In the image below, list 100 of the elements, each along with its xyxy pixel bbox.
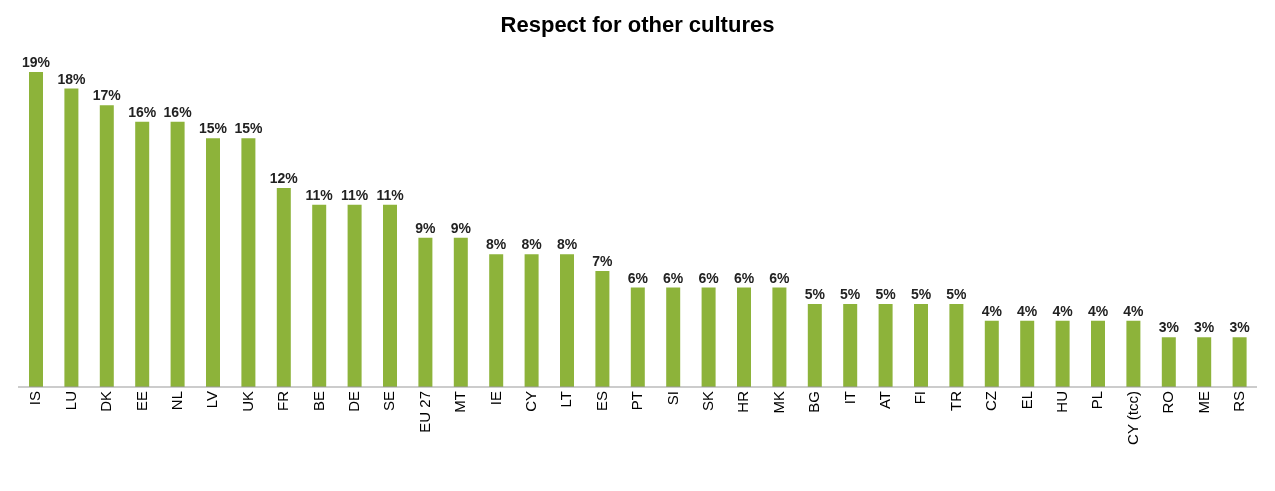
bar: [1197, 337, 1212, 387]
bar: [64, 88, 79, 387]
bar: [276, 188, 291, 387]
data-label: 4%: [1052, 302, 1074, 319]
data-label: 16%: [163, 103, 193, 120]
data-label: 5%: [840, 286, 861, 303]
x-tick-label: IT: [840, 391, 858, 405]
data-label: 8%: [486, 236, 507, 253]
x-tick-label: AT: [875, 391, 893, 410]
x-tick-label: ME: [1194, 391, 1212, 414]
bar: [1161, 337, 1176, 387]
data-label: 5%: [910, 286, 932, 303]
data-label: 8%: [556, 236, 578, 253]
bar: [418, 237, 433, 387]
x-tick-label: IS: [26, 391, 44, 406]
data-label: 5%: [875, 286, 897, 303]
x-tick-label: LV: [203, 391, 221, 409]
x-tick-label: HR: [734, 390, 752, 413]
bar: [737, 287, 751, 387]
bar: [666, 287, 681, 387]
x-tick-label: DE: [344, 391, 362, 412]
bar: [878, 304, 893, 387]
data-label: 18%: [57, 70, 86, 87]
x-tick-label: UK: [238, 391, 256, 412]
data-label: 9%: [450, 219, 472, 236]
data-label: 11%: [305, 186, 334, 203]
data-label: 5%: [804, 286, 826, 303]
x-tick-label: CY: [521, 391, 539, 412]
x-tick-label: LT: [557, 391, 575, 408]
x-tick-label: ES: [592, 391, 610, 412]
x-tick-label: CY (tcc): [1123, 391, 1141, 445]
data-label: 3%: [1158, 319, 1180, 336]
bar: [595, 270, 610, 387]
data-label: 11%: [340, 186, 369, 203]
data-label: 6%: [769, 269, 791, 286]
x-tick-label: BG: [805, 391, 823, 413]
x-tick-label: CZ: [982, 391, 1000, 411]
x-tick-label: PT: [628, 391, 646, 411]
x-tick-label: EE: [132, 391, 150, 412]
x-tick-label: LU: [61, 391, 79, 411]
data-label: 4%: [1123, 302, 1145, 319]
bar: [453, 237, 468, 387]
bar: [1020, 320, 1035, 387]
bar: [772, 287, 787, 387]
x-tick-label: SI: [663, 391, 681, 406]
bar: [241, 138, 256, 387]
bar: [914, 304, 928, 387]
data-label: 7%: [592, 252, 614, 269]
data-label: 6%: [733, 269, 755, 286]
bar: [560, 254, 574, 387]
chart-title: Respect for other cultures: [499, 11, 776, 39]
x-tick-label: BE: [309, 391, 327, 412]
x-tick-label: RS: [1229, 391, 1247, 412]
data-label: 19%: [21, 54, 51, 70]
x-tick-label: FI: [911, 391, 929, 405]
bar: [701, 287, 716, 387]
bar: [206, 138, 220, 387]
x-tick-label: EU 27: [415, 391, 433, 433]
bar: [524, 254, 539, 387]
bar: [1126, 320, 1141, 387]
data-label: 12%: [269, 170, 299, 187]
bar: [984, 320, 999, 387]
data-label: 6%: [627, 269, 649, 286]
data-label: 8%: [521, 236, 543, 253]
x-tick-label: TR: [946, 390, 964, 411]
bar: [949, 304, 964, 387]
data-label: 9%: [415, 219, 437, 236]
x-tick-label: HU: [1052, 391, 1070, 413]
bar: [1091, 320, 1105, 387]
bar: [29, 72, 43, 387]
data-label: 4%: [981, 302, 1003, 319]
bar: [99, 105, 114, 387]
x-tick-label: PL: [1088, 391, 1106, 410]
bar: [630, 287, 645, 387]
x-tick-label: RO: [1159, 391, 1177, 414]
bar: [489, 254, 504, 387]
data-label: 15%: [234, 120, 263, 137]
bar: [312, 204, 327, 387]
x-tick-label: DK: [97, 391, 115, 412]
data-label: 17%: [92, 87, 122, 104]
bar: [1232, 337, 1247, 387]
x-tick-label: SK: [698, 391, 716, 412]
bar: [807, 304, 822, 387]
bar: [1055, 320, 1070, 387]
x-tick-label: FR: [274, 390, 292, 411]
x-tick-label: IE: [486, 391, 504, 406]
data-label: 16%: [128, 103, 157, 120]
x-tick-label: NL: [167, 391, 185, 411]
x-tick-label: SE: [380, 391, 398, 412]
x-tick-label: EL: [1017, 391, 1035, 410]
data-label: 15%: [198, 120, 228, 137]
bar: [843, 304, 858, 387]
bar: [135, 121, 150, 387]
data-label: 3%: [1229, 319, 1251, 336]
bar: [170, 121, 185, 387]
bar: [347, 204, 362, 387]
x-tick-label: MT: [451, 391, 469, 413]
data-label: 11%: [376, 186, 405, 203]
data-label: 5%: [946, 286, 968, 303]
bar: [383, 204, 397, 387]
